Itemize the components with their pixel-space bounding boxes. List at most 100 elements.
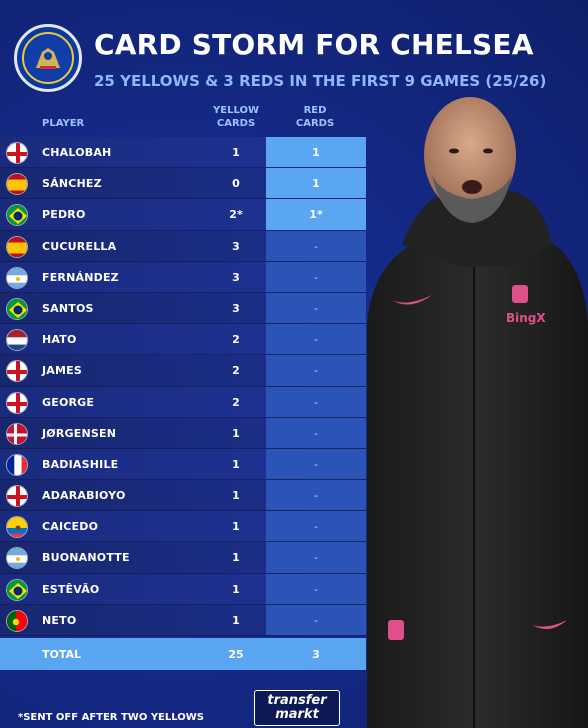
red-cards: - [314, 457, 318, 471]
table-row: SANTOS 3 - [0, 292, 366, 325]
red-cards: - [314, 239, 318, 253]
yellow-cards: 1 [232, 146, 240, 159]
player-name: FERNÁNDEZ [42, 270, 119, 284]
crest-inner [22, 32, 74, 84]
player-name: HATO [42, 333, 77, 347]
table-row: SÁNCHEZ 0 1 [0, 168, 366, 200]
portugal-flag-icon [6, 609, 28, 632]
yellow-cards: 2 [232, 364, 240, 378]
col-red-line1: RED [303, 105, 327, 116]
player-name: NETO [42, 613, 77, 627]
yellow-cards: 2 [232, 333, 240, 347]
brazil-flag-icon [6, 204, 28, 227]
red-cards: - [314, 582, 318, 596]
player-name: BUONANOTTE [42, 551, 130, 565]
player-name: BADIASHILE [42, 457, 119, 471]
argentina-flag-icon [6, 547, 28, 570]
table-row: BUONANOTTE 1 - [0, 542, 366, 574]
table-row: CUCURELLA 3 - [0, 230, 366, 262]
chelsea-crest-icon [14, 24, 82, 92]
red-cards: - [314, 270, 318, 284]
player-name: JØRGENSEN [42, 426, 117, 440]
table-row: GEORGE 2 - [0, 386, 366, 418]
england-flag-icon [6, 391, 28, 414]
table-row: NETO 1 - [0, 604, 366, 636]
manager-photo: BingX [367, 97, 588, 728]
red-cards-cell: - [266, 604, 366, 635]
red-cards-cell: - [266, 261, 366, 292]
player-name: PEDRO [42, 208, 86, 222]
lion-icon [36, 48, 60, 69]
red-cards: - [314, 551, 318, 565]
red-cards-cell: - [266, 355, 366, 386]
table-row: CAICEDO 1 - [0, 511, 366, 543]
table-row: JØRGENSEN 1 - [0, 417, 366, 449]
yellow-cards: 3 [232, 270, 240, 284]
yellow-cards: 0 [232, 177, 240, 191]
netherlands-flag-icon [6, 329, 28, 352]
red-cards-cell: 1 [266, 137, 366, 168]
france-flag-icon [6, 453, 28, 476]
red-cards: 1 [312, 177, 320, 191]
col-yellow-line1: YELLOW [213, 105, 259, 116]
red-cards-cell: - [266, 542, 366, 573]
page-title: CARD STORM FOR CHELSEA [94, 28, 534, 61]
yellow-cards: 1 [232, 457, 240, 471]
col-red-line2: CARDS [295, 118, 335, 129]
spain-flag-icon [6, 173, 28, 196]
yellow-cards: 2* [229, 208, 243, 222]
denmark-flag-icon [6, 422, 28, 445]
logo-line1: transfer [267, 693, 327, 708]
col-red-header: RED CARDS [285, 104, 345, 130]
table-row: ADARABIOYO 1 - [0, 480, 366, 512]
table-row: JAMES 2 - [0, 355, 366, 387]
player-name: ADARABIOYO [42, 489, 126, 503]
table-row: ESTÊVÃO 1 - [0, 573, 366, 605]
page-subtitle: 25 YELLOWS & 3 REDS IN THE FIRST 9 GAMES… [94, 72, 547, 90]
red-cards-cell: 1* [266, 199, 366, 230]
logo-line2: markt [275, 707, 319, 722]
red-cards: - [314, 364, 318, 378]
red-cards: - [314, 520, 318, 534]
red-cards-cell: 1 [266, 168, 366, 199]
brazil-flag-icon [6, 297, 28, 320]
england-flag-icon [6, 485, 28, 508]
table-row: CHALOBAH 1 1 [0, 137, 366, 169]
col-yellow-header: YELLOW CARDS [206, 104, 266, 130]
table-row: HATO 2 - [0, 324, 366, 356]
player-name: JAMES [42, 364, 82, 378]
player-name: GEORGE [42, 395, 95, 409]
table-row: PEDRO 2* 1* [0, 199, 366, 231]
total-row: TOTAL 25 3 [0, 638, 366, 670]
total-label: TOTAL [42, 648, 82, 661]
red-cards-cell: - [266, 230, 366, 261]
red-cards: - [314, 333, 318, 347]
red-cards: 1* [309, 208, 323, 222]
table-row: FERNÁNDEZ 3 - [0, 261, 366, 293]
red-cards: - [314, 489, 318, 503]
yellow-cards: 1 [232, 426, 240, 440]
player-table: CHALOBAH 1 1 SÁNCHEZ 0 1 PEDRO 2* 1* CUCURELLA 3- F… [0, 137, 366, 636]
footnote: *SENT OFF AFTER TWO YELLOWS [18, 712, 205, 723]
yellow-cards: 2 [232, 395, 240, 409]
red-cards: 1 [312, 146, 320, 159]
red-cards: - [314, 301, 318, 315]
red-cards: - [314, 426, 318, 440]
red-cards-cell: - [266, 573, 366, 604]
player-name: CAICEDO [42, 520, 99, 534]
col-player-header: PLAYER [42, 118, 85, 129]
argentina-flag-icon [6, 266, 28, 289]
yellow-cards: 1 [232, 613, 240, 627]
spain-flag-icon [6, 235, 28, 258]
england-flag-icon [6, 360, 28, 383]
brazil-flag-icon [6, 578, 28, 601]
col-yellow-line2: CARDS [216, 118, 256, 129]
total-red: 3 [312, 648, 320, 661]
red-cards-cell: - [266, 511, 366, 542]
red-cards-cell: - [266, 324, 366, 355]
table-row: BADIASHILE 1 - [0, 448, 366, 481]
yellow-cards: 1 [232, 489, 240, 503]
yellow-cards: 3 [232, 301, 240, 315]
red-cards-cell: - [266, 448, 366, 480]
